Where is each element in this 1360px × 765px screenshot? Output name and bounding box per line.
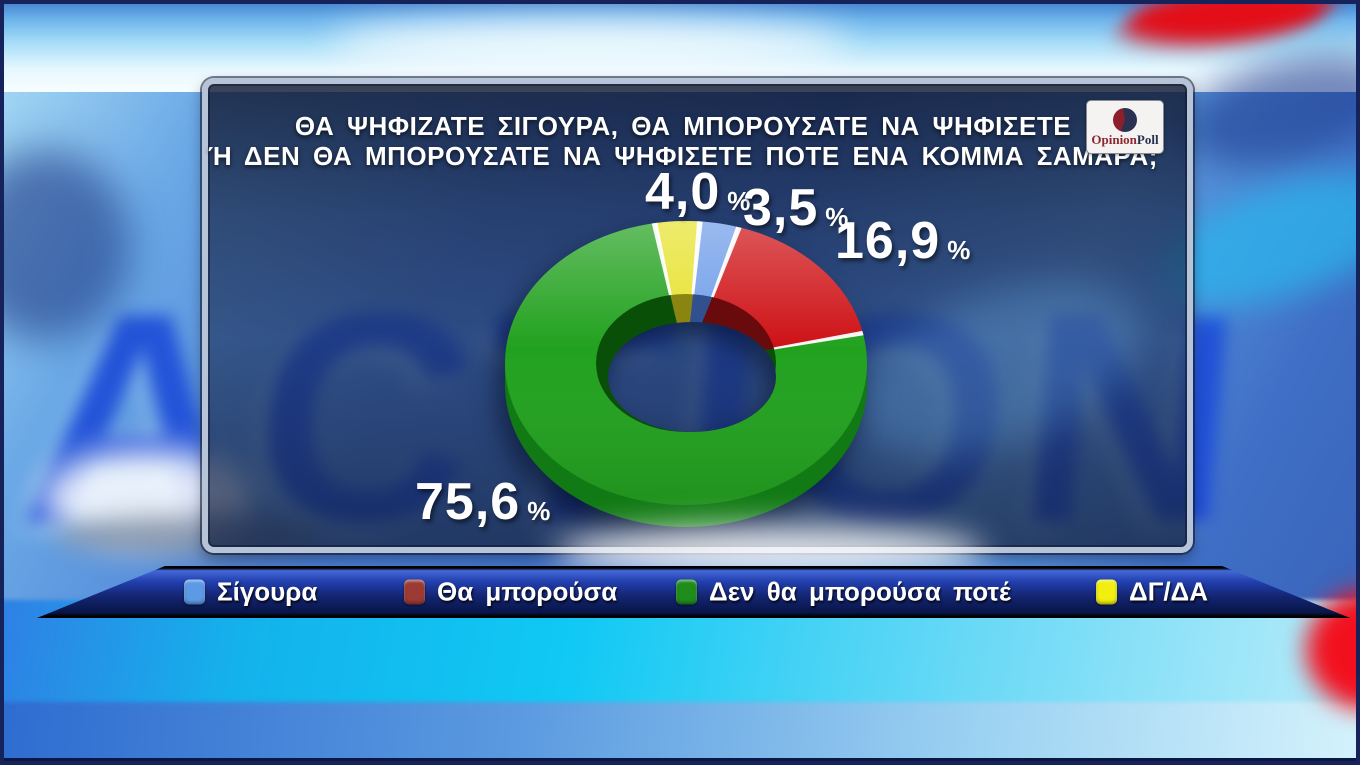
background-bottom-band [0, 702, 1360, 765]
legend-label: Θα μπορούσα [437, 576, 618, 607]
logo-text-opinion: Opinion [1091, 132, 1137, 147]
legend-item: Δεν θα μπορούσα ποτέ [676, 577, 1011, 608]
legend-swatch-icon [404, 579, 425, 605]
data-label-value: 75,6 [415, 473, 521, 531]
percent-sign: % [825, 202, 849, 232]
chart-title-line2: Ή ΔΕΝ ΘΑ ΜΠΟΡΟΥΣΑΤΕ ΝΑ ΨΗΦΙΣΕΤΕ ΠΟΤΕ ΕΝΑ… [208, 141, 1158, 171]
legend-item: Θα μπορούσα [404, 577, 617, 608]
logo-text-poll: Poll [1136, 132, 1159, 147]
percent-sign: % [727, 186, 751, 216]
data-label-dgda: 4,0 % [645, 166, 750, 218]
donut-chart [504, 221, 867, 528]
opinionpoll-pie-icon [1113, 108, 1137, 132]
legend-label: ΔΓ/ΔΑ [1129, 576, 1209, 607]
opinionpoll-logo-text: OpinionPoll [1091, 133, 1158, 146]
legend-label: Σίγουρα [217, 576, 318, 607]
legend-swatch-icon [1096, 579, 1117, 605]
chart-title-line1: ΘΑ ΨΗΦΙΖΑΤΕ ΣΙΓΟΥΡΑ, ΘΑ ΜΠΟΡΟΥΣΑΤΕ ΝΑ ΨΗ… [294, 111, 1072, 141]
data-label-value: 4,0 [645, 163, 721, 221]
legend-swatch-icon [184, 579, 205, 605]
legend-bar: Σίγουρα Θα μπορούσα Δεν θα μπορούσα ποτέ… [37, 566, 1350, 618]
legend-item: Σίγουρα [184, 577, 317, 608]
data-label-value: 3,5 [743, 179, 819, 237]
background-cyan-band [0, 600, 1360, 712]
chart-title: ΘΑ ΨΗΦΙΖΑΤΕ ΣΙΓΟΥΡΑ, ΘΑ ΜΠΟΡΟΥΣΑΤΕ ΝΑ ΨΗ… [208, 111, 1158, 171]
percent-sign: % [947, 235, 971, 265]
poll-panel: ΘΑ ΨΗΦΙΖΑΤΕ ΣΙΓΟΥΡΑ, ΘΑ ΜΠΟΡΟΥΣΑΤΕ ΝΑ ΨΗ… [202, 78, 1193, 553]
opinionpoll-logo: OpinionPoll [1086, 100, 1164, 154]
data-label-tha-mporousa: 16,9 % [835, 215, 970, 267]
data-label-den-tha-mporousa: 75,6 % [415, 476, 550, 528]
legend-item: ΔΓ/ΔΑ [1096, 577, 1208, 608]
percent-sign: % [527, 496, 551, 526]
data-label-value: 16,9 [835, 212, 941, 270]
legend-swatch-icon [676, 579, 697, 605]
data-label-sigoura: 3,5 % [743, 182, 848, 234]
legend-label: Δεν θα μπορούσα ποτέ [709, 576, 1011, 607]
